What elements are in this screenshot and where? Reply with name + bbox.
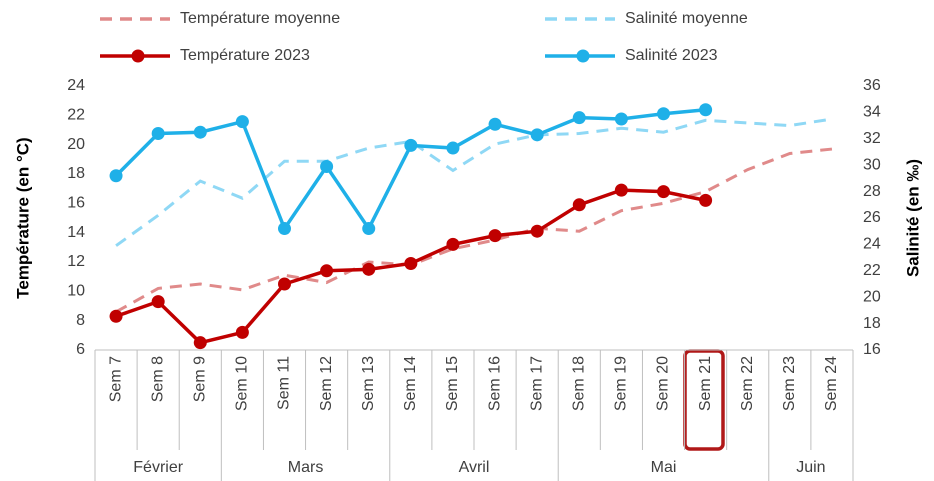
- series-marker: [657, 185, 670, 199]
- legend-marker: [131, 49, 145, 63]
- series-marker: [278, 277, 291, 291]
- series-marker: [572, 198, 586, 212]
- y-tick-label: 20: [67, 136, 85, 153]
- series-marker: [530, 224, 544, 238]
- y2-tick-label: 16: [863, 341, 881, 358]
- y-tick-label: 10: [67, 283, 85, 300]
- series-marker: [488, 117, 502, 131]
- y-tick-label: 18: [67, 165, 85, 182]
- x-tick-label: Sem 17: [528, 356, 545, 411]
- series-marker: [572, 111, 586, 125]
- series-marker: [446, 237, 460, 251]
- series-line: [115, 147, 833, 314]
- series-marker: [320, 264, 334, 278]
- legend-label: Température moyenne: [180, 10, 340, 27]
- x-tick-label: Sem 9: [191, 356, 208, 402]
- x-tick-label: Sem 22: [739, 356, 756, 411]
- y2-tick-label: 34: [863, 104, 881, 121]
- series-marker: [614, 183, 628, 197]
- y-tick-label: 8: [76, 312, 85, 329]
- series-marker: [193, 336, 207, 350]
- series-marker: [446, 141, 460, 155]
- x-tick-label: Sem 15: [444, 356, 461, 411]
- legend-marker: [576, 49, 590, 63]
- series-marker: [193, 125, 207, 139]
- series-marker: [488, 229, 502, 243]
- series-marker: [614, 112, 628, 126]
- group-label: Mars: [288, 459, 324, 476]
- legend-label: Salinité moyenne: [625, 10, 748, 27]
- series-marker: [404, 138, 418, 152]
- x-tick-label: Sem 21: [697, 356, 714, 411]
- y2-tick-label: 36: [863, 77, 881, 94]
- y2-tick-label: 18: [863, 315, 881, 332]
- x-tick-label: Sem 12: [318, 356, 335, 411]
- series-marker: [404, 256, 418, 270]
- group-label: Février: [133, 459, 183, 476]
- x-tick-label: Sem 14: [402, 356, 419, 411]
- y2-tick-label: 22: [863, 262, 881, 279]
- y2-tick-label: 24: [863, 236, 881, 253]
- x-tick-label: Sem 11: [276, 356, 293, 410]
- series-marker: [278, 222, 291, 236]
- y2-tick-label: 20: [863, 288, 881, 305]
- x-tick-label: Sem 13: [360, 356, 377, 411]
- x-tick-label: Sem 18: [570, 356, 587, 411]
- y2-tick-label: 26: [863, 209, 881, 226]
- group-label: Avril: [459, 459, 490, 476]
- series-line: [115, 117, 833, 247]
- series-marker: [362, 222, 376, 236]
- series-marker: [530, 128, 544, 142]
- series-marker: [362, 262, 376, 276]
- series-marker: [699, 193, 713, 207]
- series-marker: [235, 115, 249, 129]
- y2-axis-title: Salinité (en ‰): [903, 159, 922, 277]
- x-tick-label: Sem 10: [234, 356, 251, 411]
- x-tick-label: Sem 19: [613, 356, 630, 411]
- series-marker: [151, 295, 165, 309]
- legend-label: Température 2023: [180, 47, 310, 64]
- y-tick-label: 12: [67, 253, 85, 270]
- series-marker: [699, 103, 713, 117]
- legend-label: Salinité 2023: [625, 47, 718, 64]
- x-tick-label: Sem 7: [107, 356, 124, 402]
- group-label: Mai: [651, 459, 677, 476]
- y-tick-label: 14: [67, 224, 85, 241]
- y2-tick-label: 32: [863, 130, 881, 147]
- x-tick-label: Sem 24: [823, 356, 840, 411]
- y-tick-label: 16: [67, 195, 85, 212]
- x-tick-label: Sem 8: [149, 356, 166, 402]
- series-marker: [151, 127, 165, 141]
- y2-tick-label: 28: [863, 183, 881, 200]
- x-tick-label: Sem 16: [486, 356, 503, 411]
- y-tick-label: 24: [67, 77, 85, 94]
- series-marker: [657, 107, 670, 121]
- group-label: Juin: [796, 459, 825, 476]
- x-tick-label: Sem 20: [655, 356, 672, 411]
- series-marker: [109, 309, 123, 323]
- y2-tick-label: 30: [863, 156, 881, 173]
- series-marker: [320, 160, 334, 174]
- series-marker: [235, 325, 249, 339]
- y-tick-label: 6: [76, 341, 85, 358]
- series-marker: [109, 169, 123, 183]
- x-tick-label: Sem 23: [781, 356, 798, 411]
- y-tick-label: 22: [67, 107, 85, 124]
- y-axis-title: Température (en °C): [13, 137, 32, 298]
